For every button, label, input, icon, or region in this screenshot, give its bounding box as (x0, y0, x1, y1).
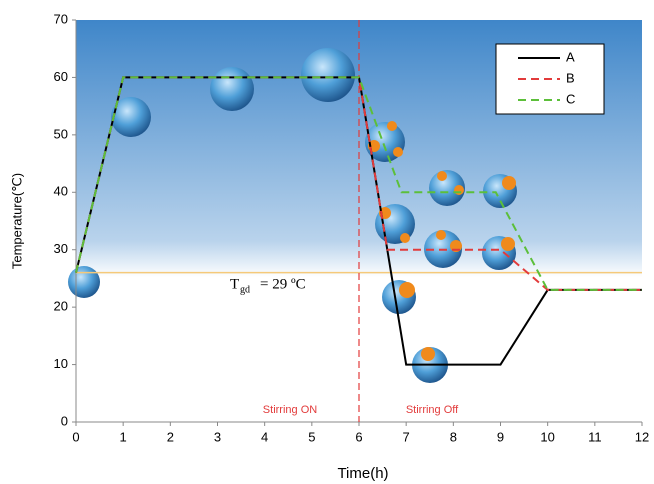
x-tick-label: 2 (167, 429, 174, 444)
tgd-symbol: T (230, 276, 239, 292)
legend-label: C (566, 91, 575, 106)
y-tick-label: 40 (54, 184, 68, 199)
x-tick-label: 3 (214, 429, 221, 444)
y-tick-label: 10 (54, 356, 68, 371)
x-tick-label: 10 (540, 429, 554, 444)
y-axis-title: Temperature(℃) (9, 173, 24, 269)
x-tick-label: 11 (588, 429, 602, 444)
x-tick-label: 6 (355, 429, 362, 444)
y-tick-label: 0 (61, 413, 68, 428)
x-tick-label: 1 (120, 429, 127, 444)
legend-label: A (566, 49, 575, 64)
x-tick-label: 12 (635, 429, 649, 444)
stirring-on-label: Stirring ON (263, 404, 317, 416)
x-tick-label: 9 (497, 429, 504, 444)
y-tick-label: 30 (54, 241, 68, 256)
x-axis-title: Time(h) (337, 465, 388, 482)
y-tick-label: 50 (54, 126, 68, 141)
legend-label: B (566, 70, 575, 85)
tgd-subscript: gd (240, 284, 250, 295)
y-tick-label: 20 (54, 299, 68, 314)
x-tick-label: 8 (450, 429, 457, 444)
y-tick-label: 60 (54, 69, 68, 84)
x-tick-label: 5 (308, 429, 315, 444)
chart: Time(h) Temperature(℃) T gd = 29 ºC Stir… (0, 0, 654, 484)
y-tick-label: 70 (54, 11, 68, 26)
tgd-text: = 29 ºC (260, 276, 306, 292)
x-tick-label: 7 (403, 429, 410, 444)
x-tick-label: 0 (72, 429, 79, 444)
x-tick-label: 4 (261, 429, 268, 444)
stirring-off-label: Stirring Off (406, 404, 459, 416)
